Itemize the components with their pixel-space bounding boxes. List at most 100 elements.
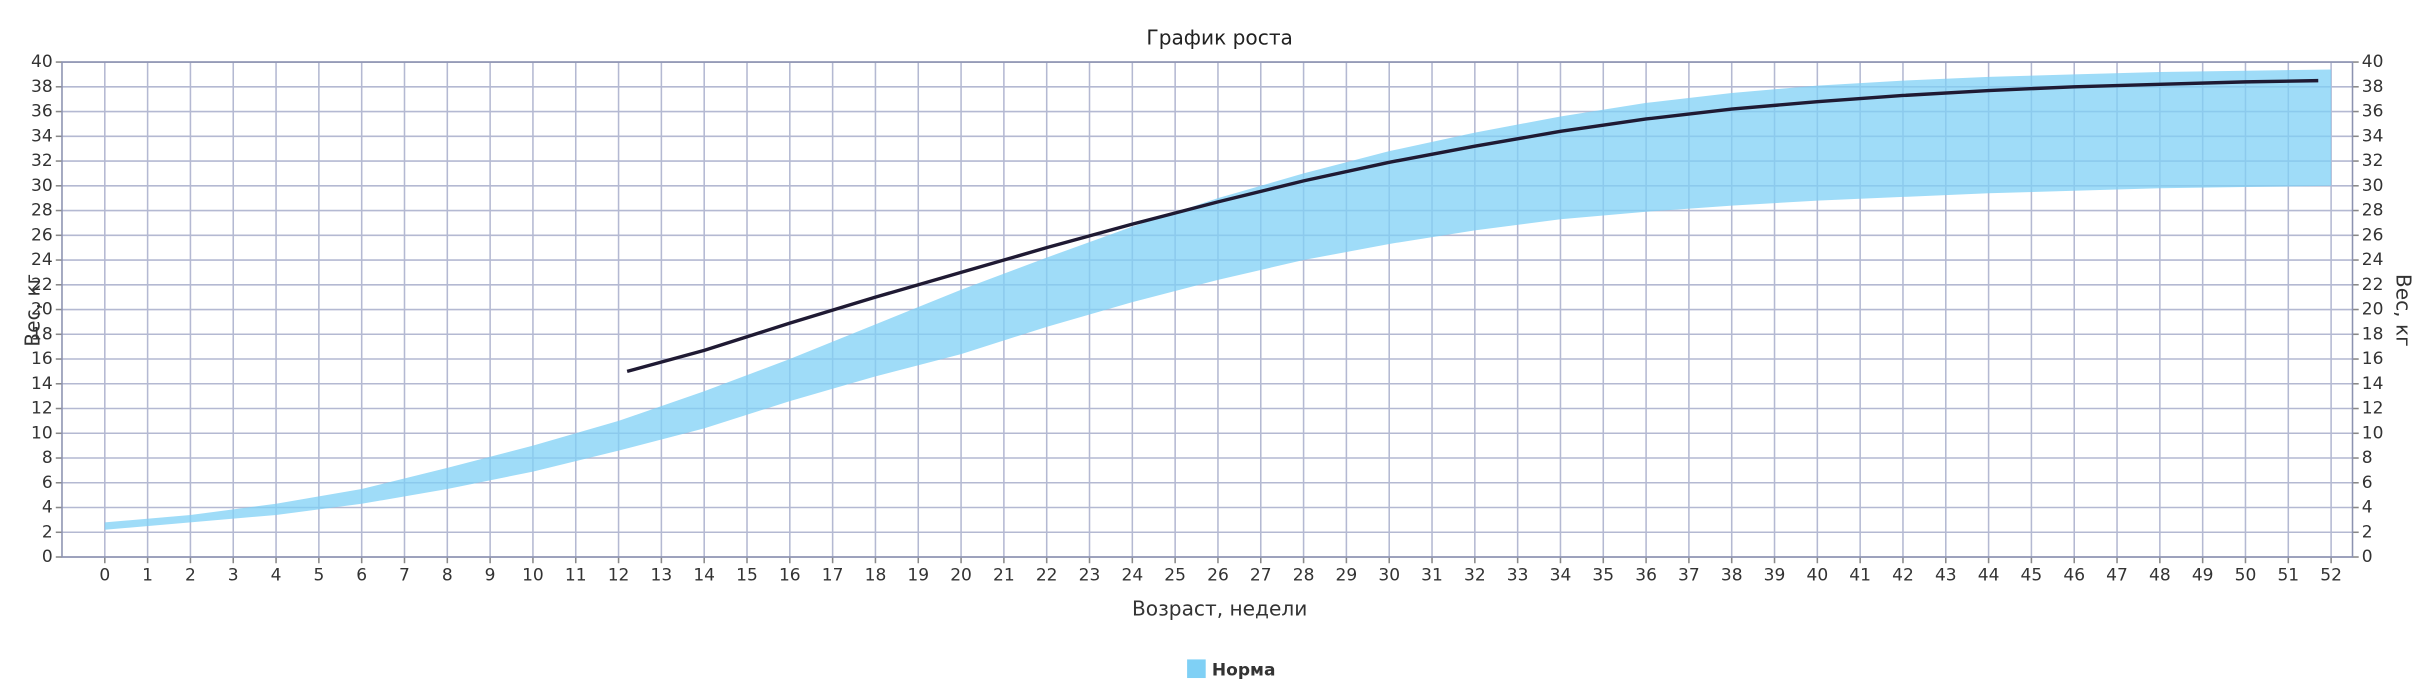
- x-tick-label: 52: [2320, 566, 2342, 586]
- y2-tick-label: 0: [2362, 547, 2373, 567]
- x-tick-label: 18: [865, 566, 887, 586]
- y2-tick-label: 24: [2362, 250, 2384, 270]
- legend-swatch: [1187, 659, 1206, 679]
- y-tick-label: 32: [31, 151, 53, 171]
- x-tick-label: 46: [2063, 566, 2085, 586]
- y2-tick-label: 8: [2362, 448, 2373, 468]
- x-tick-label: 50: [2235, 566, 2257, 586]
- x-tick-label: 34: [1550, 566, 1572, 586]
- y2-tick-label: 16: [2362, 349, 2384, 369]
- x-tick-label: 23: [1079, 566, 1101, 586]
- x-tick-label: 10: [522, 566, 544, 586]
- x-tick-label: 4: [271, 566, 282, 586]
- y-tick-label: 26: [31, 225, 53, 245]
- y-tick-label: 30: [31, 176, 53, 196]
- x-tick-label: 21: [993, 566, 1015, 586]
- x-tick-label: 22: [1036, 566, 1058, 586]
- y-tick-label: 0: [42, 547, 53, 567]
- x-tick-label: 15: [736, 566, 758, 586]
- y-tick-label: 8: [42, 448, 53, 468]
- x-tick-label: 48: [2149, 566, 2171, 586]
- x-tick-label: 19: [907, 566, 929, 586]
- x-tick-label: 8: [442, 566, 453, 586]
- x-tick-label: 12: [608, 566, 630, 586]
- y2-tick-label: 10: [2362, 423, 2384, 443]
- x-tick-label: 39: [1764, 566, 1786, 586]
- x-tick-label: 42: [1892, 566, 1914, 586]
- y-tick-label: 18: [31, 324, 53, 344]
- y-tick-label: 34: [31, 126, 53, 146]
- y-tick-label: 38: [31, 77, 53, 97]
- x-tick-label: 13: [651, 566, 673, 586]
- x-tick-label: 41: [1849, 566, 1871, 586]
- y2-tick-label: 40: [2362, 52, 2384, 72]
- y2-tick-label: 4: [2362, 498, 2373, 518]
- y-tick-label: 40: [31, 52, 53, 72]
- y-tick-label: 12: [31, 399, 53, 419]
- x-tick-label: 9: [485, 566, 496, 586]
- weight-line: [626, 78, 2319, 374]
- y2-tick-label: 30: [2362, 176, 2384, 196]
- y-tick-label: 28: [31, 201, 53, 221]
- x-tick-label: 44: [1978, 566, 2000, 586]
- y-tick-label: 6: [42, 473, 53, 493]
- x-tick-label: 33: [1507, 566, 1529, 586]
- x-tick-label: 31: [1421, 566, 1443, 586]
- legend-label: Норма: [1212, 660, 1276, 680]
- x-tick-label: 1: [142, 566, 153, 586]
- x-tick-label: 49: [2192, 566, 2214, 586]
- x-tick-label: 7: [399, 566, 410, 586]
- x-tick-label: 27: [1250, 566, 1272, 586]
- y2-tick-label: 2: [2362, 522, 2373, 542]
- x-tick-label: 6: [356, 566, 367, 586]
- chart-title: График роста: [1146, 25, 1292, 49]
- x-tick-label: 25: [1164, 566, 1186, 586]
- y2-tick-label: 26: [2362, 225, 2384, 245]
- x-tick-label: 32: [1464, 566, 1486, 586]
- y2-tick-label: 20: [2362, 300, 2384, 320]
- plot-border: [61, 61, 2354, 558]
- y-tick-label: 10: [31, 423, 53, 443]
- x-tick-label: 43: [1935, 566, 1957, 586]
- y2-tick-label: 34: [2362, 126, 2384, 146]
- y-tick-label: 14: [31, 374, 53, 394]
- x-tick-label: 2: [185, 566, 196, 586]
- y2-tick-label: 18: [2362, 324, 2384, 344]
- x-tick-label: 24: [1121, 566, 1143, 586]
- y-tick-label: 2: [42, 522, 53, 542]
- y2-tick-label: 38: [2362, 77, 2384, 97]
- y2-tick-label: 36: [2362, 102, 2384, 122]
- y-tick-label: 16: [31, 349, 53, 369]
- x-tick-label: 17: [822, 566, 844, 586]
- x-tick-label: 11: [565, 566, 587, 586]
- y-tick-label: 36: [31, 102, 53, 122]
- x-tick-label: 5: [313, 566, 324, 586]
- x-tick-label: 36: [1635, 566, 1657, 586]
- x-tick-label: 47: [2106, 566, 2128, 586]
- x-axis-label: Возраст, недели: [1132, 596, 1307, 620]
- x-tick-label: 16: [779, 566, 801, 586]
- y-tick-label: 22: [31, 275, 53, 295]
- x-tick-label: 20: [950, 566, 972, 586]
- x-tick-label: 45: [2021, 566, 2043, 586]
- y2-tick-label: 12: [2362, 399, 2384, 419]
- y-tick-label: 24: [31, 250, 53, 270]
- x-tick-label: 51: [2277, 566, 2299, 586]
- y2-tick-label: 32: [2362, 151, 2384, 171]
- x-tick-label: 40: [1806, 566, 1828, 586]
- y2-tick-label: 22: [2362, 275, 2384, 295]
- x-tick-label: 26: [1207, 566, 1229, 586]
- x-tick-label: 38: [1721, 566, 1743, 586]
- x-tick-label: 0: [99, 566, 110, 586]
- x-tick-label: 35: [1592, 566, 1614, 586]
- x-tick-label: 29: [1336, 566, 1358, 586]
- y-axis-label: Вес, кг: [21, 274, 45, 347]
- x-tick-label: 37: [1678, 566, 1700, 586]
- y2-tick-label: 6: [2362, 473, 2373, 493]
- norm-band: [104, 69, 2332, 530]
- x-tick-label: 30: [1378, 566, 1400, 586]
- y-tick-label: 4: [42, 498, 53, 518]
- x-tick-label: 14: [693, 566, 715, 586]
